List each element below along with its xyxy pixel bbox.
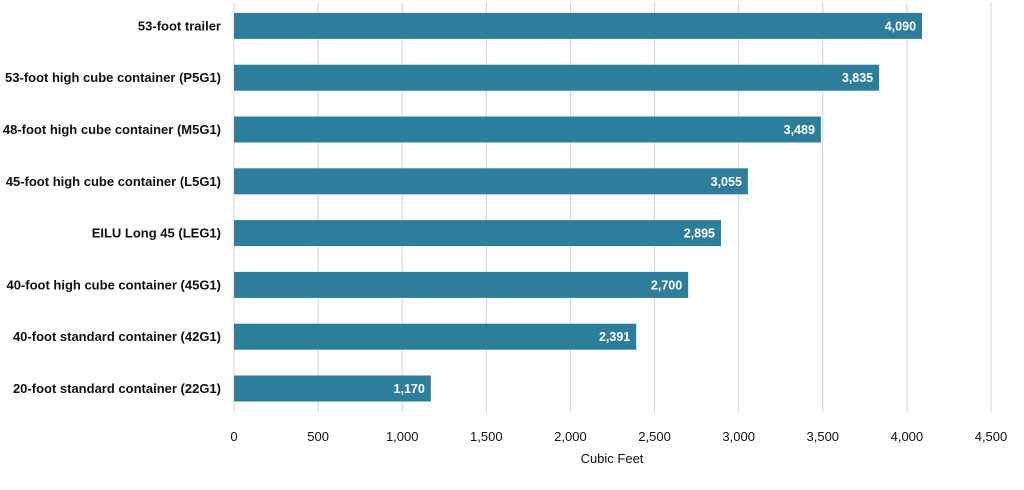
x-tick-label: 4,500 (975, 429, 1008, 444)
bar (234, 220, 722, 247)
bar (234, 323, 637, 350)
bar (234, 271, 689, 298)
value-labels: 4,090 3,835 3,489 3,055 2,895 2,700 2,391 1,170 (394, 19, 917, 396)
bar (234, 12, 923, 39)
bar (234, 116, 821, 143)
bar-value-label: 2,895 (684, 227, 715, 241)
x-tick-label: 0 (230, 429, 237, 444)
x-axis-title: Cubic Feet (581, 451, 644, 466)
bar-value-label: 3,835 (842, 71, 873, 85)
bar (234, 168, 748, 195)
x-axis-ticks: 0 500 1,000 1,500 2,000 2,500 3,000 3,500 4,000 4… (230, 429, 1007, 444)
bar-value-label: 4,090 (885, 19, 916, 33)
gridlines (233, 2, 992, 412)
x-tick-label: 2,500 (638, 429, 671, 444)
x-tick-label: 3,000 (722, 429, 755, 444)
category-label: 48-foot high cube container (M5G1) (3, 122, 221, 137)
x-tick-label: 4,000 (891, 429, 924, 444)
category-label: 40-foot high cube container (45G1) (6, 277, 221, 292)
bar-value-label: 3,055 (711, 175, 742, 189)
category-label: 53-foot trailer (138, 18, 221, 33)
bar (234, 64, 880, 91)
category-label: 45-foot high cube container (L5G1) (6, 174, 221, 189)
x-tick-label: 2,000 (554, 429, 587, 444)
bar (234, 375, 431, 402)
category-label: 53-foot high cube container (P5G1) (5, 70, 221, 85)
category-label: 40-foot standard container (42G1) (13, 329, 221, 344)
bar-value-label: 1,170 (394, 382, 425, 396)
x-tick-label: 3,500 (807, 429, 840, 444)
bars (234, 12, 923, 402)
bar-value-label: 2,391 (599, 330, 630, 344)
bar-value-label: 2,700 (651, 278, 682, 292)
x-tick-label: 500 (307, 429, 329, 444)
bar-value-label: 3,489 (784, 123, 815, 137)
category-label: 20-foot standard container (22G1) (13, 381, 221, 396)
x-tick-label: 1,500 (470, 429, 503, 444)
x-tick-label: 1,000 (386, 429, 419, 444)
category-label: EILU Long 45 (LEG1) (92, 226, 221, 241)
category-labels: 53-foot trailer 53-foot high cube contain… (3, 18, 221, 396)
